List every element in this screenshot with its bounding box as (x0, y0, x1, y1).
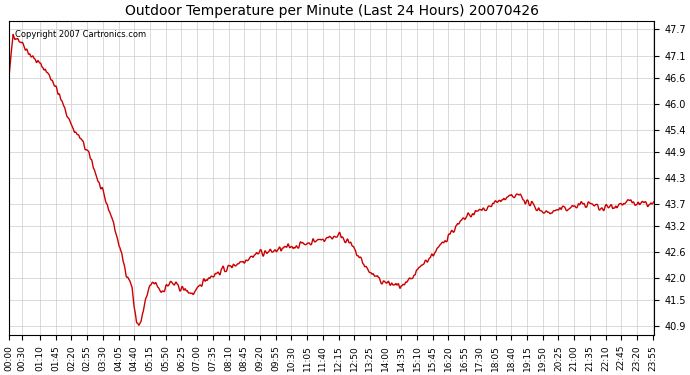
Title: Outdoor Temperature per Minute (Last 24 Hours) 20070426: Outdoor Temperature per Minute (Last 24 … (125, 4, 539, 18)
Text: Copyright 2007 Cartronics.com: Copyright 2007 Cartronics.com (15, 30, 146, 39)
